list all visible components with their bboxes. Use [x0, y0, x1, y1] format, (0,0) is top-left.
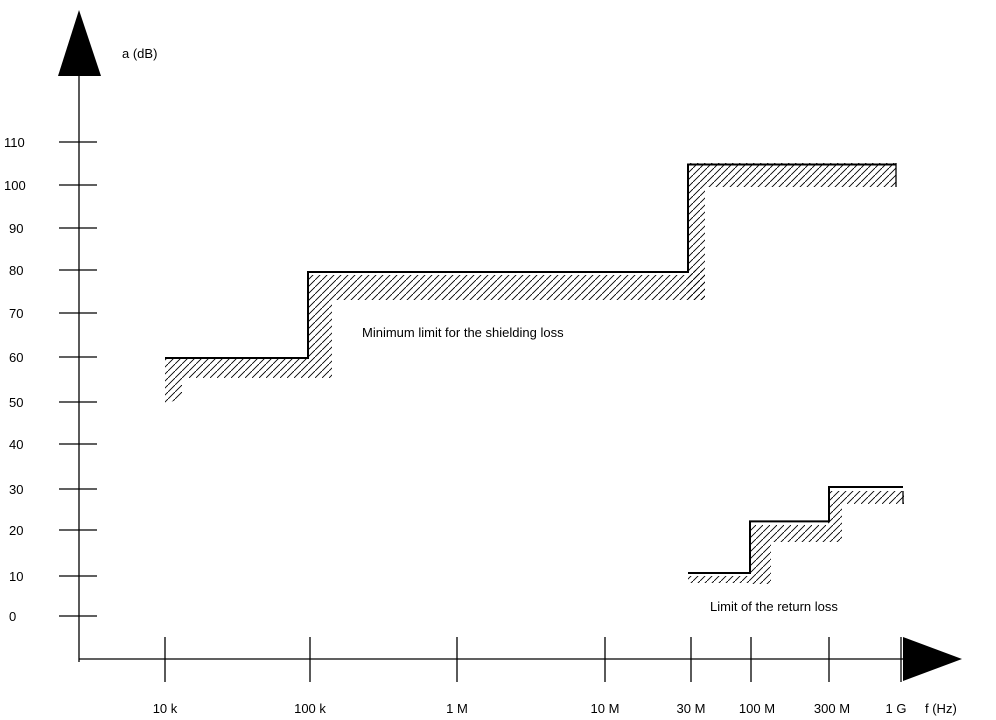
y-ticks: 110 100 90 80 70 60 50 40 30 20 10 0	[4, 135, 97, 624]
hatch-return-2	[750, 525, 828, 584]
x-tick-label: 30 M	[677, 701, 706, 716]
y-tick-label: 60	[9, 350, 23, 365]
hatch-shielding-2	[308, 270, 705, 378]
y-tick-label: 30	[9, 482, 23, 497]
hatch-shielding-1	[165, 357, 308, 404]
y-tick-label: 50	[9, 395, 23, 410]
y-tick-label: 80	[9, 263, 23, 278]
x-tick-label: 100 M	[739, 701, 775, 716]
y-axis-arrowhead	[58, 10, 101, 76]
return-loss-annotation: Limit of the return loss	[710, 599, 838, 614]
series-lines	[165, 163, 904, 574]
y-tick-label: 20	[9, 523, 23, 538]
shielding-loss-annotation: Minimum limit for the shielding loss	[362, 325, 564, 340]
hatch-shielding-3	[688, 163, 896, 300]
series-step-line-2	[688, 486, 903, 574]
x-tick-label: 300 M	[814, 701, 850, 716]
series-step-line-1	[165, 163, 896, 359]
y-tick-label: 100	[4, 178, 26, 193]
x-tick-label: 1 G	[886, 701, 907, 716]
x-axis-label: f (Hz)	[925, 701, 957, 716]
y-tick-label: 90	[9, 221, 23, 236]
y-tick-label: 0	[9, 609, 16, 624]
x-tick-label: 1 M	[446, 701, 468, 716]
x-tick-label: 10 k	[153, 701, 178, 716]
y-tick-label: 10	[9, 569, 23, 584]
y-tick-label: 110	[4, 135, 25, 150]
y-tick-label: 40	[9, 437, 23, 452]
x-axis-arrowhead	[903, 637, 962, 681]
x-ticks: 10 k 100 k 1 M 10 M 30 M 100 M 300 M 1 G	[153, 637, 907, 716]
hatch-return-3	[828, 491, 904, 542]
x-tick-label: 100 k	[294, 701, 326, 716]
hatched-areas	[165, 163, 904, 584]
y-tick-label: 70	[9, 306, 23, 321]
y-axis-label: a (dB)	[122, 46, 157, 61]
x-tick-label: 10 M	[591, 701, 620, 716]
hatch-return-1	[688, 576, 750, 583]
